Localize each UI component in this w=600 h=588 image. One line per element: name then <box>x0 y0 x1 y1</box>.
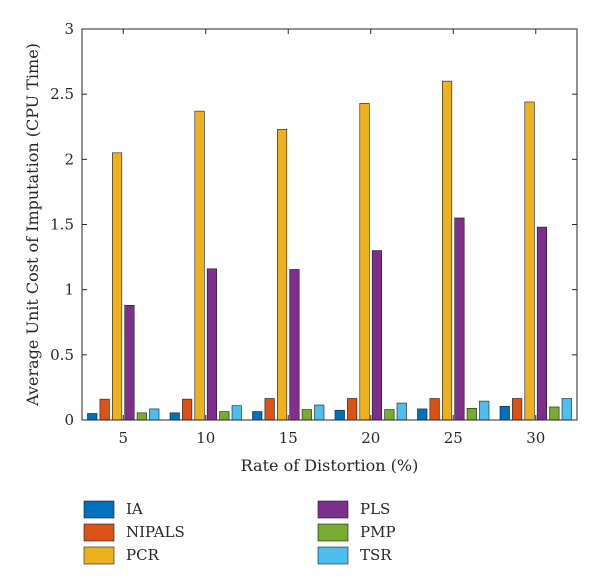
bar-pmp-20 <box>384 409 395 421</box>
plot-frame <box>81 28 578 421</box>
legend-label-pmp: PMP <box>360 523 396 541</box>
bar-ia-10 <box>169 412 180 421</box>
bar-pls-5 <box>124 305 135 421</box>
y-tick-label: 3 <box>64 20 74 38</box>
bar-nipals-30 <box>512 398 523 421</box>
legend-swatch-tsr <box>317 546 349 565</box>
bar-pls-15 <box>289 269 300 421</box>
x-tick-label: 15 <box>279 429 298 447</box>
y-tick-label: 0 <box>64 411 74 429</box>
bar-pls-25 <box>454 217 465 421</box>
plot-area <box>82 29 577 420</box>
bar-pmp-25 <box>466 407 477 421</box>
legend-label-nipals: NIPALS <box>126 523 185 541</box>
bar-pls-20 <box>371 250 383 421</box>
bar-nipals-20 <box>347 398 358 421</box>
x-tick-label: 25 <box>444 429 463 447</box>
legend-swatch-nipals <box>83 523 115 542</box>
bar-tsr-25 <box>479 400 490 421</box>
bar-pcr-10 <box>194 110 205 421</box>
legend-label-ia: IA <box>126 500 143 518</box>
bar-pcr-30 <box>524 101 535 421</box>
bar-pmp-15 <box>301 409 312 421</box>
bar-ia-25 <box>417 408 428 421</box>
y-tick-label: 2 <box>64 150 74 168</box>
bar-pls-30 <box>536 226 548 421</box>
bar-pcr-15 <box>276 129 288 421</box>
bar-tsr-30 <box>561 398 572 421</box>
x-tick-label: 20 <box>361 429 380 447</box>
bar-pcr-25 <box>441 80 453 421</box>
legend: IA NIPALS PCR PLS PMP TSR <box>83 500 396 565</box>
y-tick-label: 0.5 <box>50 346 74 364</box>
bar-pmp-10 <box>219 411 230 421</box>
bar-nipals-10 <box>182 398 193 421</box>
bar-nipals-25 <box>429 398 440 421</box>
legend-label-pls: PLS <box>360 500 390 518</box>
bar-nipals-5 <box>99 398 110 421</box>
bar-tsr-5 <box>149 408 160 421</box>
y-tick-label: 1 <box>64 281 74 299</box>
bar-pcr-20 <box>359 102 370 421</box>
legend-swatch-pcr <box>83 546 115 565</box>
x-axis-label: Rate of Distortion (%) <box>241 456 419 475</box>
legend-swatch-pmp <box>317 523 349 542</box>
bar-ia-5 <box>87 413 98 421</box>
bar-ia-20 <box>334 409 345 421</box>
bars-group <box>87 80 572 421</box>
bar-nipals-15 <box>264 398 275 421</box>
bar-tsr-15 <box>314 404 325 421</box>
bar-ia-30 <box>499 406 510 421</box>
bar-tsr-10 <box>231 405 242 421</box>
x-tick-label: 5 <box>118 429 128 447</box>
bar-pcr-5 <box>112 152 123 421</box>
ticks-group: 0 0.5 1 1.5 2 2.5 3 5 10 15 20 25 30 <box>50 20 577 447</box>
bar-pls-10 <box>206 268 217 421</box>
legend-label-tsr: TSR <box>360 546 392 564</box>
legend-label-pcr: PCR <box>126 546 160 564</box>
bar-pmp-30 <box>549 406 560 421</box>
x-tick-label: 10 <box>196 429 215 447</box>
legend-swatch-pls <box>317 500 349 519</box>
legend-swatch-ia <box>83 500 115 519</box>
x-tick-label: 30 <box>526 429 545 447</box>
bar-pmp-5 <box>136 412 147 421</box>
bar-tsr-20 <box>396 402 407 421</box>
bar-ia-15 <box>252 411 263 421</box>
y-tick-label: 2.5 <box>50 85 74 103</box>
y-tick-label: 1.5 <box>50 216 74 234</box>
y-axis-label: Average Unit Cost of Imputation (CPU Tim… <box>23 43 42 407</box>
